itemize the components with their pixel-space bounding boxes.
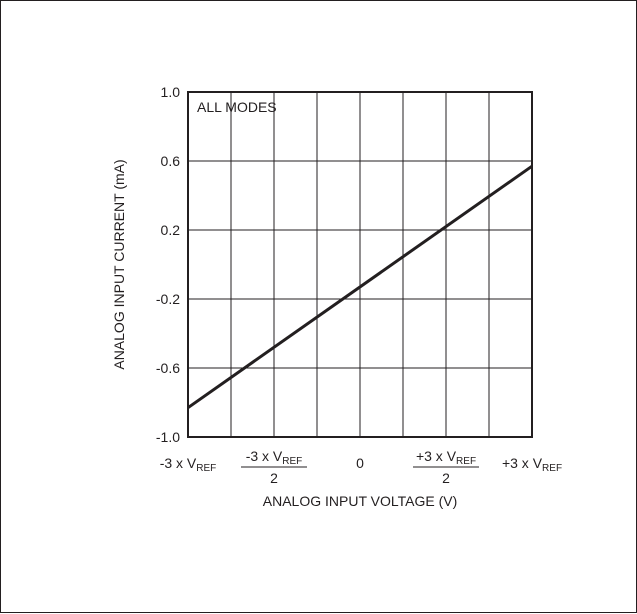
y-tick-labels: 1.0 0.6 0.2 -0.2 -0.6 -1.0 xyxy=(156,84,180,445)
x-tick-fraction-label: -3 x VREF 2 xyxy=(241,448,307,486)
x-tick-denominator: 2 xyxy=(270,470,278,486)
x-tick-numerator: +3 x VREF xyxy=(502,455,562,474)
y-tick-label: 0.6 xyxy=(161,153,181,169)
grid-lines xyxy=(188,92,532,437)
x-tick-label: 0 xyxy=(356,455,364,471)
y-tick-label: -0.2 xyxy=(156,291,180,307)
y-tick-label: 0.2 xyxy=(161,222,181,238)
x-tick-label: +3 x VREF xyxy=(502,455,562,474)
series-line xyxy=(187,164,533,409)
y-tick-label: 1.0 xyxy=(161,84,181,100)
x-tick-fraction-label: +3 x VREF 2 xyxy=(413,448,479,486)
y-axis-title: ANALOG INPUT CURRENT (mA) xyxy=(111,159,127,369)
x-tick-labels: -3 x VREF -3 x VREF 2 0 +3 x VREF 2 +3 x VREF xyxy=(160,448,562,486)
x-axis-title: ANALOG INPUT VOLTAGE (V) xyxy=(263,493,457,509)
y-tick-label: -1.0 xyxy=(156,429,180,445)
x-tick-numerator: -3 x VREF xyxy=(246,448,303,467)
y-tick-label: -0.6 xyxy=(156,360,180,376)
x-tick-numerator: -3 x VREF xyxy=(160,455,217,474)
data-series xyxy=(187,164,533,409)
all-modes-annotation: ALL MODES xyxy=(197,99,277,115)
x-tick-label: -3 x VREF xyxy=(160,455,217,474)
x-tick-numerator: +3 x VREF xyxy=(416,448,476,467)
x-tick-denominator: 2 xyxy=(442,470,450,486)
